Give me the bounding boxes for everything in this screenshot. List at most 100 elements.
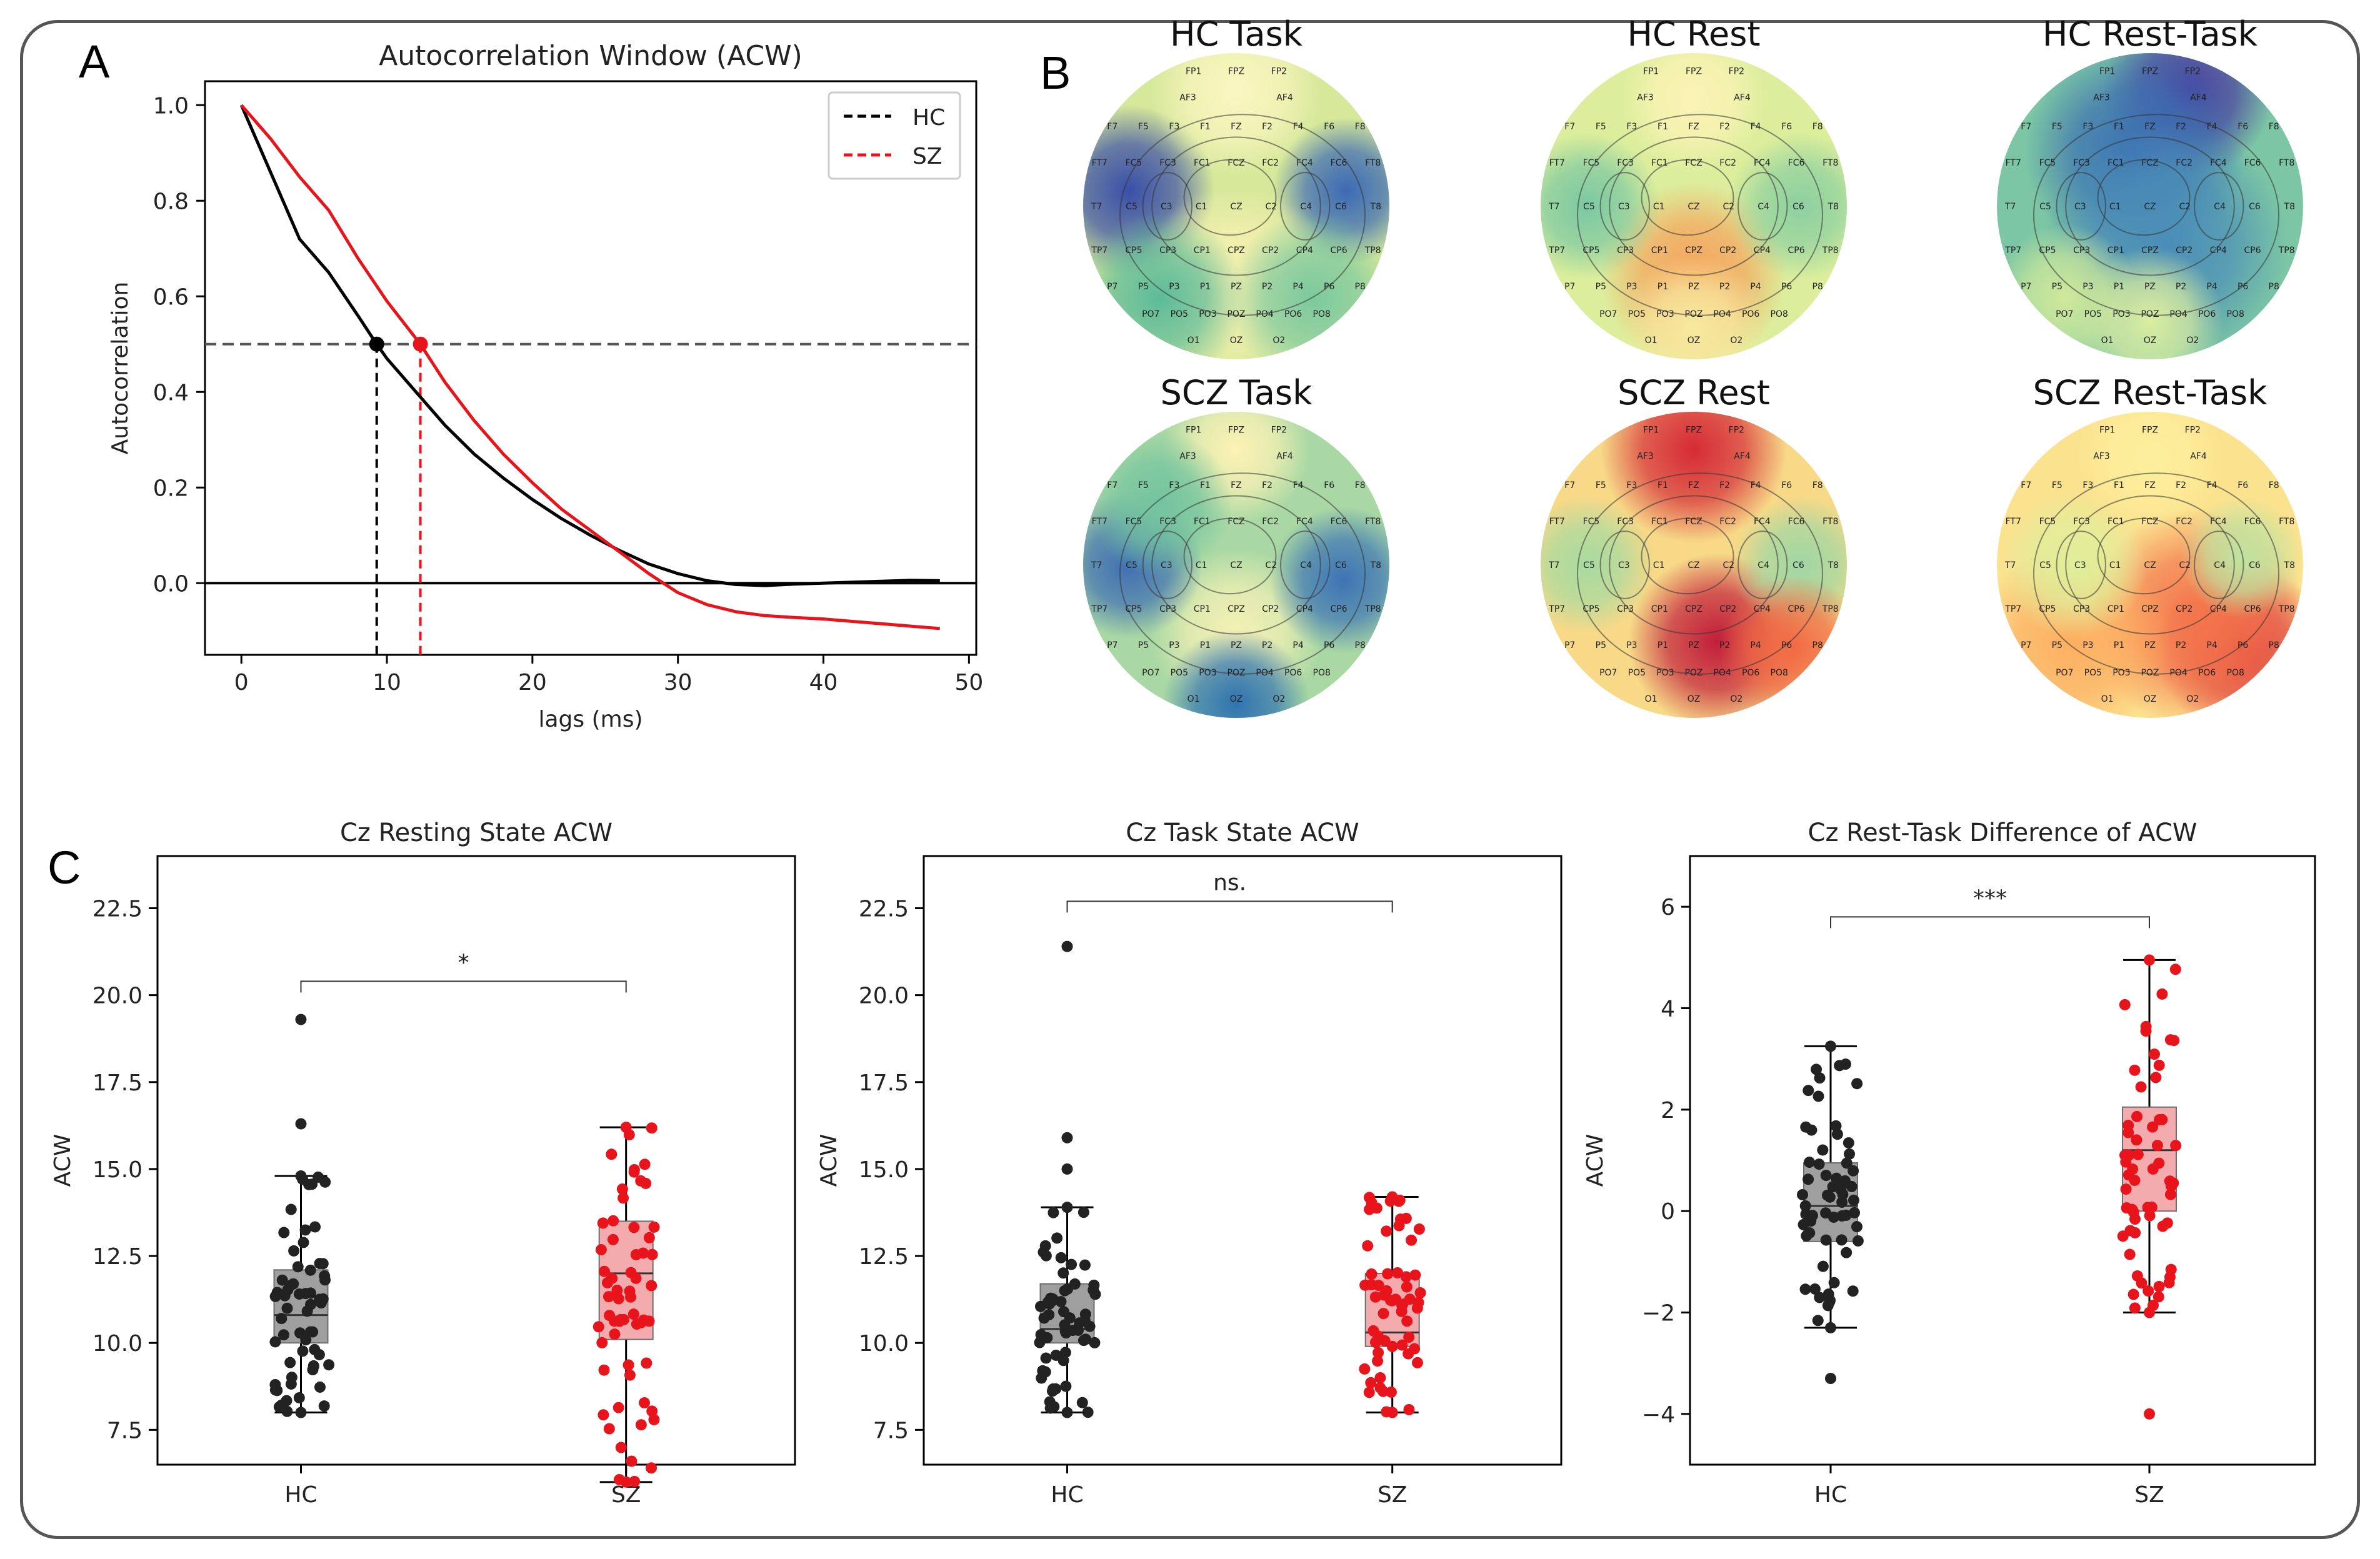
data-point — [1061, 1407, 1073, 1418]
data-point — [1079, 1259, 1091, 1271]
data-point — [635, 1419, 647, 1431]
electrode-label: C2 — [2179, 202, 2191, 212]
data-point — [319, 1270, 331, 1282]
significance-bracket — [1830, 916, 2150, 929]
data-point — [2140, 1025, 2152, 1037]
electrode-label: AF3 — [1179, 92, 1196, 102]
electrode-label: CP6 — [1788, 246, 1804, 256]
electrode-label: F1 — [1658, 122, 1668, 132]
x-tick-label: SZ — [1378, 1482, 1408, 1508]
data-point — [307, 1326, 319, 1338]
electrode-label: PO3 — [2112, 309, 2130, 319]
electrode-label: CP2 — [2176, 604, 2192, 614]
electrode-label: PO6 — [1742, 668, 1759, 678]
data-point — [317, 1258, 329, 1270]
y-tick-label: 10.0 — [859, 1331, 909, 1357]
data-point — [618, 1192, 629, 1204]
data-point — [286, 1372, 298, 1383]
data-point — [1799, 1200, 1811, 1212]
y-tick-label: 15.0 — [859, 1157, 909, 1183]
data-point — [648, 1413, 660, 1425]
electrode-label: TP8 — [2278, 246, 2295, 256]
topomap-hc-rest: HC Rest FP1 FPZ FP2 AF3 AF4 F7 F5 F3 F1 FZ F2 F4 F6 F8… — [1541, 14, 1847, 359]
electrode-label: P3 — [1169, 282, 1179, 292]
electrode-label: T7 — [2004, 560, 2016, 570]
electrode-label: PZ — [2144, 282, 2156, 292]
y-tick-label: 0.0 — [153, 571, 189, 597]
data-point — [313, 1348, 325, 1360]
data-point — [2122, 1120, 2134, 1132]
electrode-label: POZ — [2141, 309, 2159, 319]
electrode-label: FP1 — [1643, 67, 1659, 77]
data-point — [1401, 1315, 1413, 1327]
contour-line — [1609, 136, 1779, 276]
legend-hc-label: HC — [912, 105, 945, 131]
electrode-label: C6 — [1792, 560, 1804, 570]
electrode-label: P5 — [1596, 282, 1606, 292]
electrode-label: CP1 — [2108, 246, 2124, 256]
electrode-label: F1 — [1658, 481, 1668, 491]
electrode-label: FPZ — [1228, 426, 1244, 436]
data-point — [1386, 1340, 1398, 1352]
electrode-label: FC5 — [1126, 517, 1142, 527]
data-point — [1051, 1232, 1063, 1244]
data-point — [1048, 1207, 1059, 1218]
y-tick-label: 0.2 — [153, 476, 189, 501]
data-point — [2170, 1140, 2182, 1152]
data-point — [319, 1176, 331, 1188]
electrode-label: C3 — [1618, 560, 1630, 570]
data-point — [1828, 1211, 1839, 1223]
electrode-label: CPZ — [1228, 604, 1245, 614]
electrode-label: F3 — [1169, 122, 1179, 132]
data-point — [1841, 1157, 1852, 1169]
electrode-label: OZ — [2144, 694, 2157, 704]
electrode-label: PO7 — [2056, 668, 2073, 678]
y-tick-label: 2 — [1661, 1098, 1675, 1123]
data-point — [1831, 1128, 1843, 1140]
data-point — [2152, 1291, 2164, 1303]
electrode-label: CP6 — [2244, 246, 2261, 256]
electrode-label: T8 — [1828, 560, 1839, 570]
electrode-label: C3 — [2074, 202, 2086, 212]
data-point — [1400, 1271, 1412, 1283]
topomap-title: HC Rest — [1627, 14, 1760, 54]
data-point — [1089, 1288, 1101, 1300]
electrode-label: CPZ — [2141, 246, 2159, 256]
data-point — [298, 1237, 309, 1248]
electrode-label: F4 — [1293, 481, 1304, 491]
contour-line — [2194, 530, 2244, 599]
electrode-label: C5 — [1583, 202, 1595, 212]
data-point — [646, 1248, 658, 1260]
electrode-label: FZ — [1688, 481, 1699, 491]
data-point — [1034, 1300, 1046, 1312]
electrode-label: FC6 — [1331, 158, 1348, 168]
electrode-label: P4 — [1292, 282, 1303, 292]
data-point — [1844, 1148, 1856, 1160]
topomap-surface: FP1 FPZ FP2 AF3 AF4 F7 F5 F3 F1 FZ F2 F4 F6 F8 FT7 FC5 F… — [1541, 412, 1847, 718]
electrode-label: F1 — [1200, 481, 1211, 491]
electrode-label: POZ — [1227, 309, 1245, 319]
data-point — [620, 1122, 632, 1133]
electrode-label: F5 — [1138, 122, 1149, 132]
contour-line — [2056, 172, 2106, 241]
data-point — [1382, 1268, 1394, 1280]
data-point — [624, 1285, 636, 1297]
electrode-label: FCZ — [1228, 517, 1244, 527]
data-point — [2153, 1059, 2165, 1071]
electrode-label: AF4 — [2190, 92, 2207, 102]
electrode-label: AF3 — [2093, 92, 2110, 102]
contour-line — [1609, 495, 1779, 635]
acw-line-chart: Autocorrelation Window (ACW) lags (ms) A… — [108, 40, 983, 732]
x-tick-label: HC — [1051, 1482, 1083, 1508]
electrode-label: PO3 — [1199, 668, 1216, 678]
electrode-label: CZ — [2144, 560, 2156, 570]
y-tick-label: 0 — [1661, 1199, 1675, 1225]
data-point — [614, 1315, 626, 1327]
electrode-label: FP2 — [2185, 67, 2201, 77]
acw-title: Autocorrelation Window (ACW) — [379, 40, 802, 72]
electrode-label: CP4 — [1754, 604, 1771, 614]
electrode-label: FC4 — [2210, 517, 2227, 527]
data-point — [607, 1233, 619, 1245]
electrode-label: AF4 — [1276, 92, 1293, 102]
